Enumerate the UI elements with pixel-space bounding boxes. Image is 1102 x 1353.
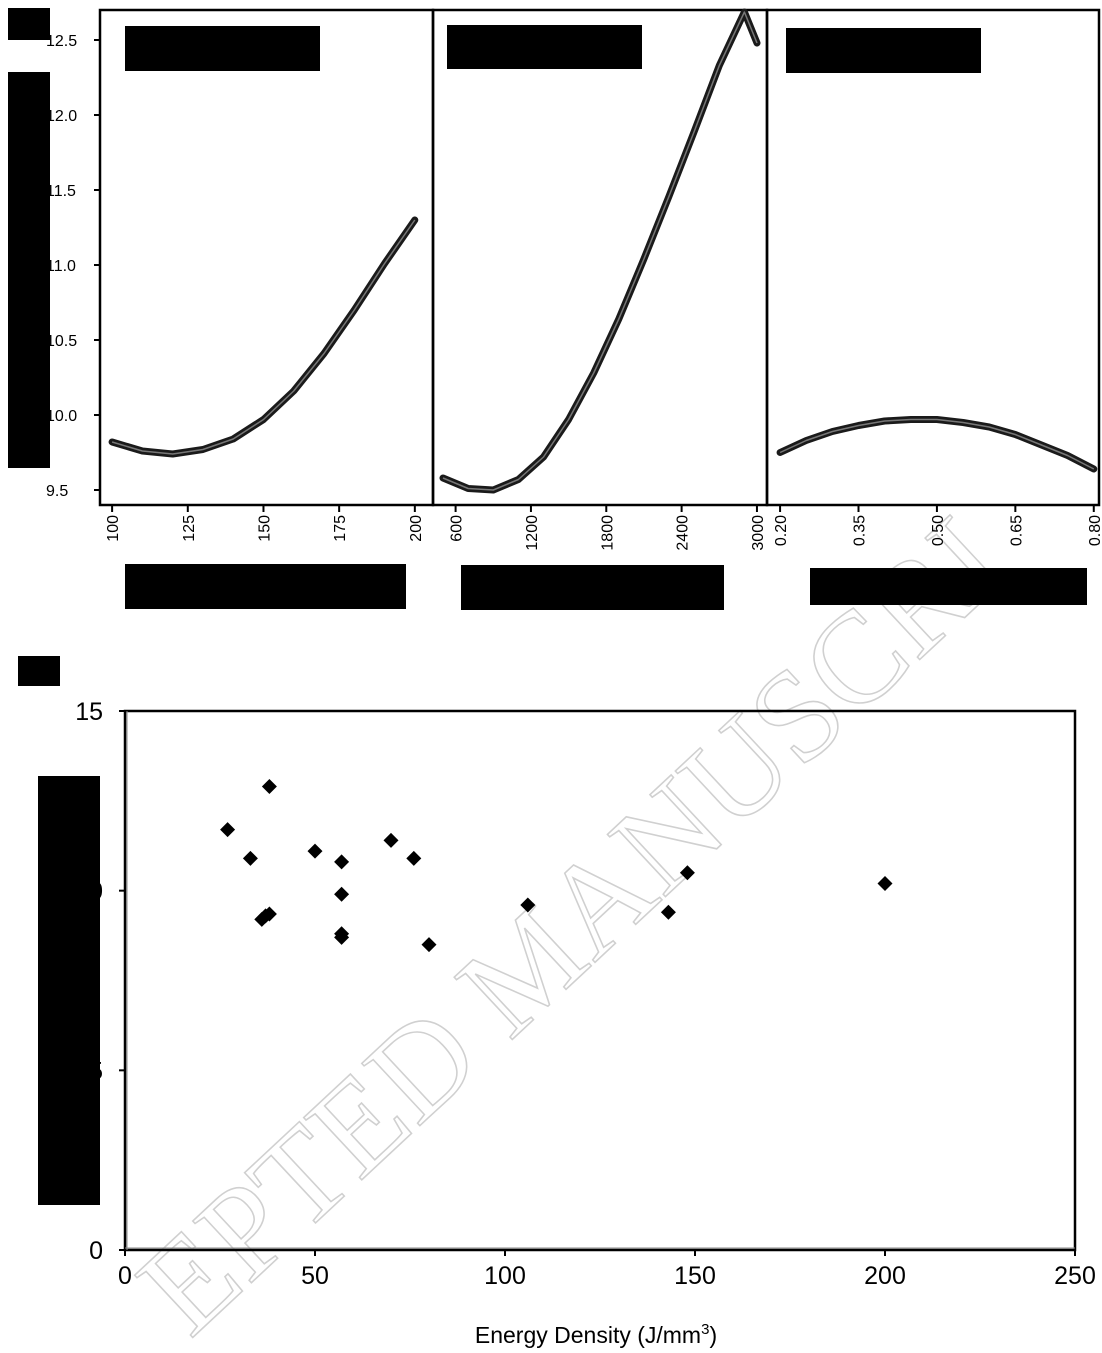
main-effect-curve-core — [442, 11, 758, 491]
y-tick-label-b: 0 — [89, 1237, 103, 1265]
x-tick-label-a: 3000 — [750, 515, 767, 551]
subplot-frame — [431, 8, 769, 507]
data-point — [520, 897, 536, 913]
y-tick-label-a: 10.5 — [46, 333, 77, 350]
svg-text:EPTED MANUSCRI: EPTED MANUSCRI — [112, 490, 1032, 1353]
x-tick-label-a: 1800 — [599, 515, 616, 551]
x-axis-label-main: Energy Density (J/mm — [475, 1322, 701, 1348]
subplot-laser-power: 600 1200 1800 2400 3000 — [431, 8, 769, 551]
x-tick-label-b: 150 — [674, 1262, 716, 1290]
x-axis-label-redaction-2 — [461, 565, 724, 610]
watermark: EPTED MANUSCRI — [111, 489, 1032, 1353]
x-tick-label-a: 2400 — [675, 515, 692, 551]
x-tick-label-a: 0.20 — [773, 515, 790, 546]
x-tick-label-a: 200 — [408, 515, 425, 542]
main-effect-curve — [439, 8, 761, 494]
y-tick-label-a: 11.5 — [46, 183, 76, 200]
data-point — [307, 843, 323, 859]
data-point — [877, 875, 893, 891]
x-axis-label-superscript: 3 — [701, 1321, 709, 1338]
main-effect-curve-core — [111, 219, 416, 455]
data-point — [261, 778, 277, 794]
y-axis-label-redaction-a — [8, 72, 50, 468]
data-point — [406, 850, 422, 866]
subplot-title-redaction-3 — [786, 28, 981, 73]
x-axis-label: Energy Density (J/mm3) — [475, 1321, 717, 1348]
panel-a-letter-redaction — [8, 8, 50, 40]
data-point — [334, 886, 350, 902]
plot-frame — [123, 709, 1077, 1252]
x-axis-label-redaction-1 — [125, 564, 406, 609]
data-point — [679, 865, 695, 881]
y-axis-a: 9.5 10.0 10.5 11.0 11.5 12.0 12.5 — [46, 33, 100, 500]
data-point — [220, 822, 236, 838]
data-point — [421, 937, 437, 953]
y-axis-label-redaction-b — [38, 776, 100, 1205]
data-point — [334, 854, 350, 870]
x-axis-label-redaction-3 — [810, 568, 1087, 605]
y-tick-label-a: 9.5 — [46, 483, 68, 500]
x-tick-label-b: 250 — [1054, 1262, 1096, 1290]
x-tick-label-b: 0 — [118, 1262, 132, 1290]
x-tick-label-a: 600 — [449, 515, 466, 542]
x-tick-label-a: 125 — [181, 515, 198, 542]
x-tick-label-a: 0.35 — [851, 515, 868, 546]
y-tick-label-a: 11.0 — [46, 258, 76, 275]
subplot-title-redaction-1 — [125, 26, 320, 71]
y-tick-label-a: 12.0 — [46, 108, 77, 125]
y-tick-label-a: 10.0 — [46, 408, 77, 425]
x-tick-label-a: 100 — [105, 515, 122, 542]
x-tick-label-b: 200 — [864, 1262, 906, 1290]
data-point — [660, 904, 676, 920]
x-tick-label-a: 0.80 — [1087, 515, 1102, 546]
panel-b-letter-redaction — [18, 656, 60, 686]
data-point — [242, 850, 258, 866]
y-tick-label-b: 15 — [75, 698, 103, 726]
x-axis-label-tail: ) — [709, 1322, 717, 1348]
subplot-frame — [98, 8, 435, 507]
data-point — [383, 832, 399, 848]
data-point — [334, 929, 350, 945]
x-tick-label-a: 175 — [332, 515, 349, 542]
subplot-title-redaction-2 — [447, 25, 642, 69]
x-tick-label-a: 150 — [256, 515, 273, 542]
x-tick-label-b: 100 — [484, 1262, 526, 1290]
x-tick-label-a: 0.65 — [1008, 515, 1025, 546]
x-tick-label-a: 1200 — [524, 515, 541, 551]
main-effect-curve — [776, 416, 1098, 473]
x-tick-label-a: 0.50 — [930, 515, 947, 546]
subplot-scan-speed: 100 125 150 175 200 — [98, 8, 435, 542]
subplot-frame — [765, 8, 1101, 507]
x-tick-label-b: 50 — [301, 1262, 329, 1290]
subplot-hatch-spacing: 0.20 0.35 0.50 0.65 0.80 — [765, 8, 1102, 546]
y-tick-label-a: 12.5 — [46, 33, 77, 50]
data-point — [261, 906, 277, 922]
energy-density-scatter: 051015050100150200250 Energy Density (J/… — [18, 656, 1096, 1348]
main-effects-panel: 9.5 10.0 10.5 11.0 11.5 12.0 12.5 100 125 150 175… — [8, 8, 1102, 610]
main-effect-curve-core — [779, 418, 1095, 470]
